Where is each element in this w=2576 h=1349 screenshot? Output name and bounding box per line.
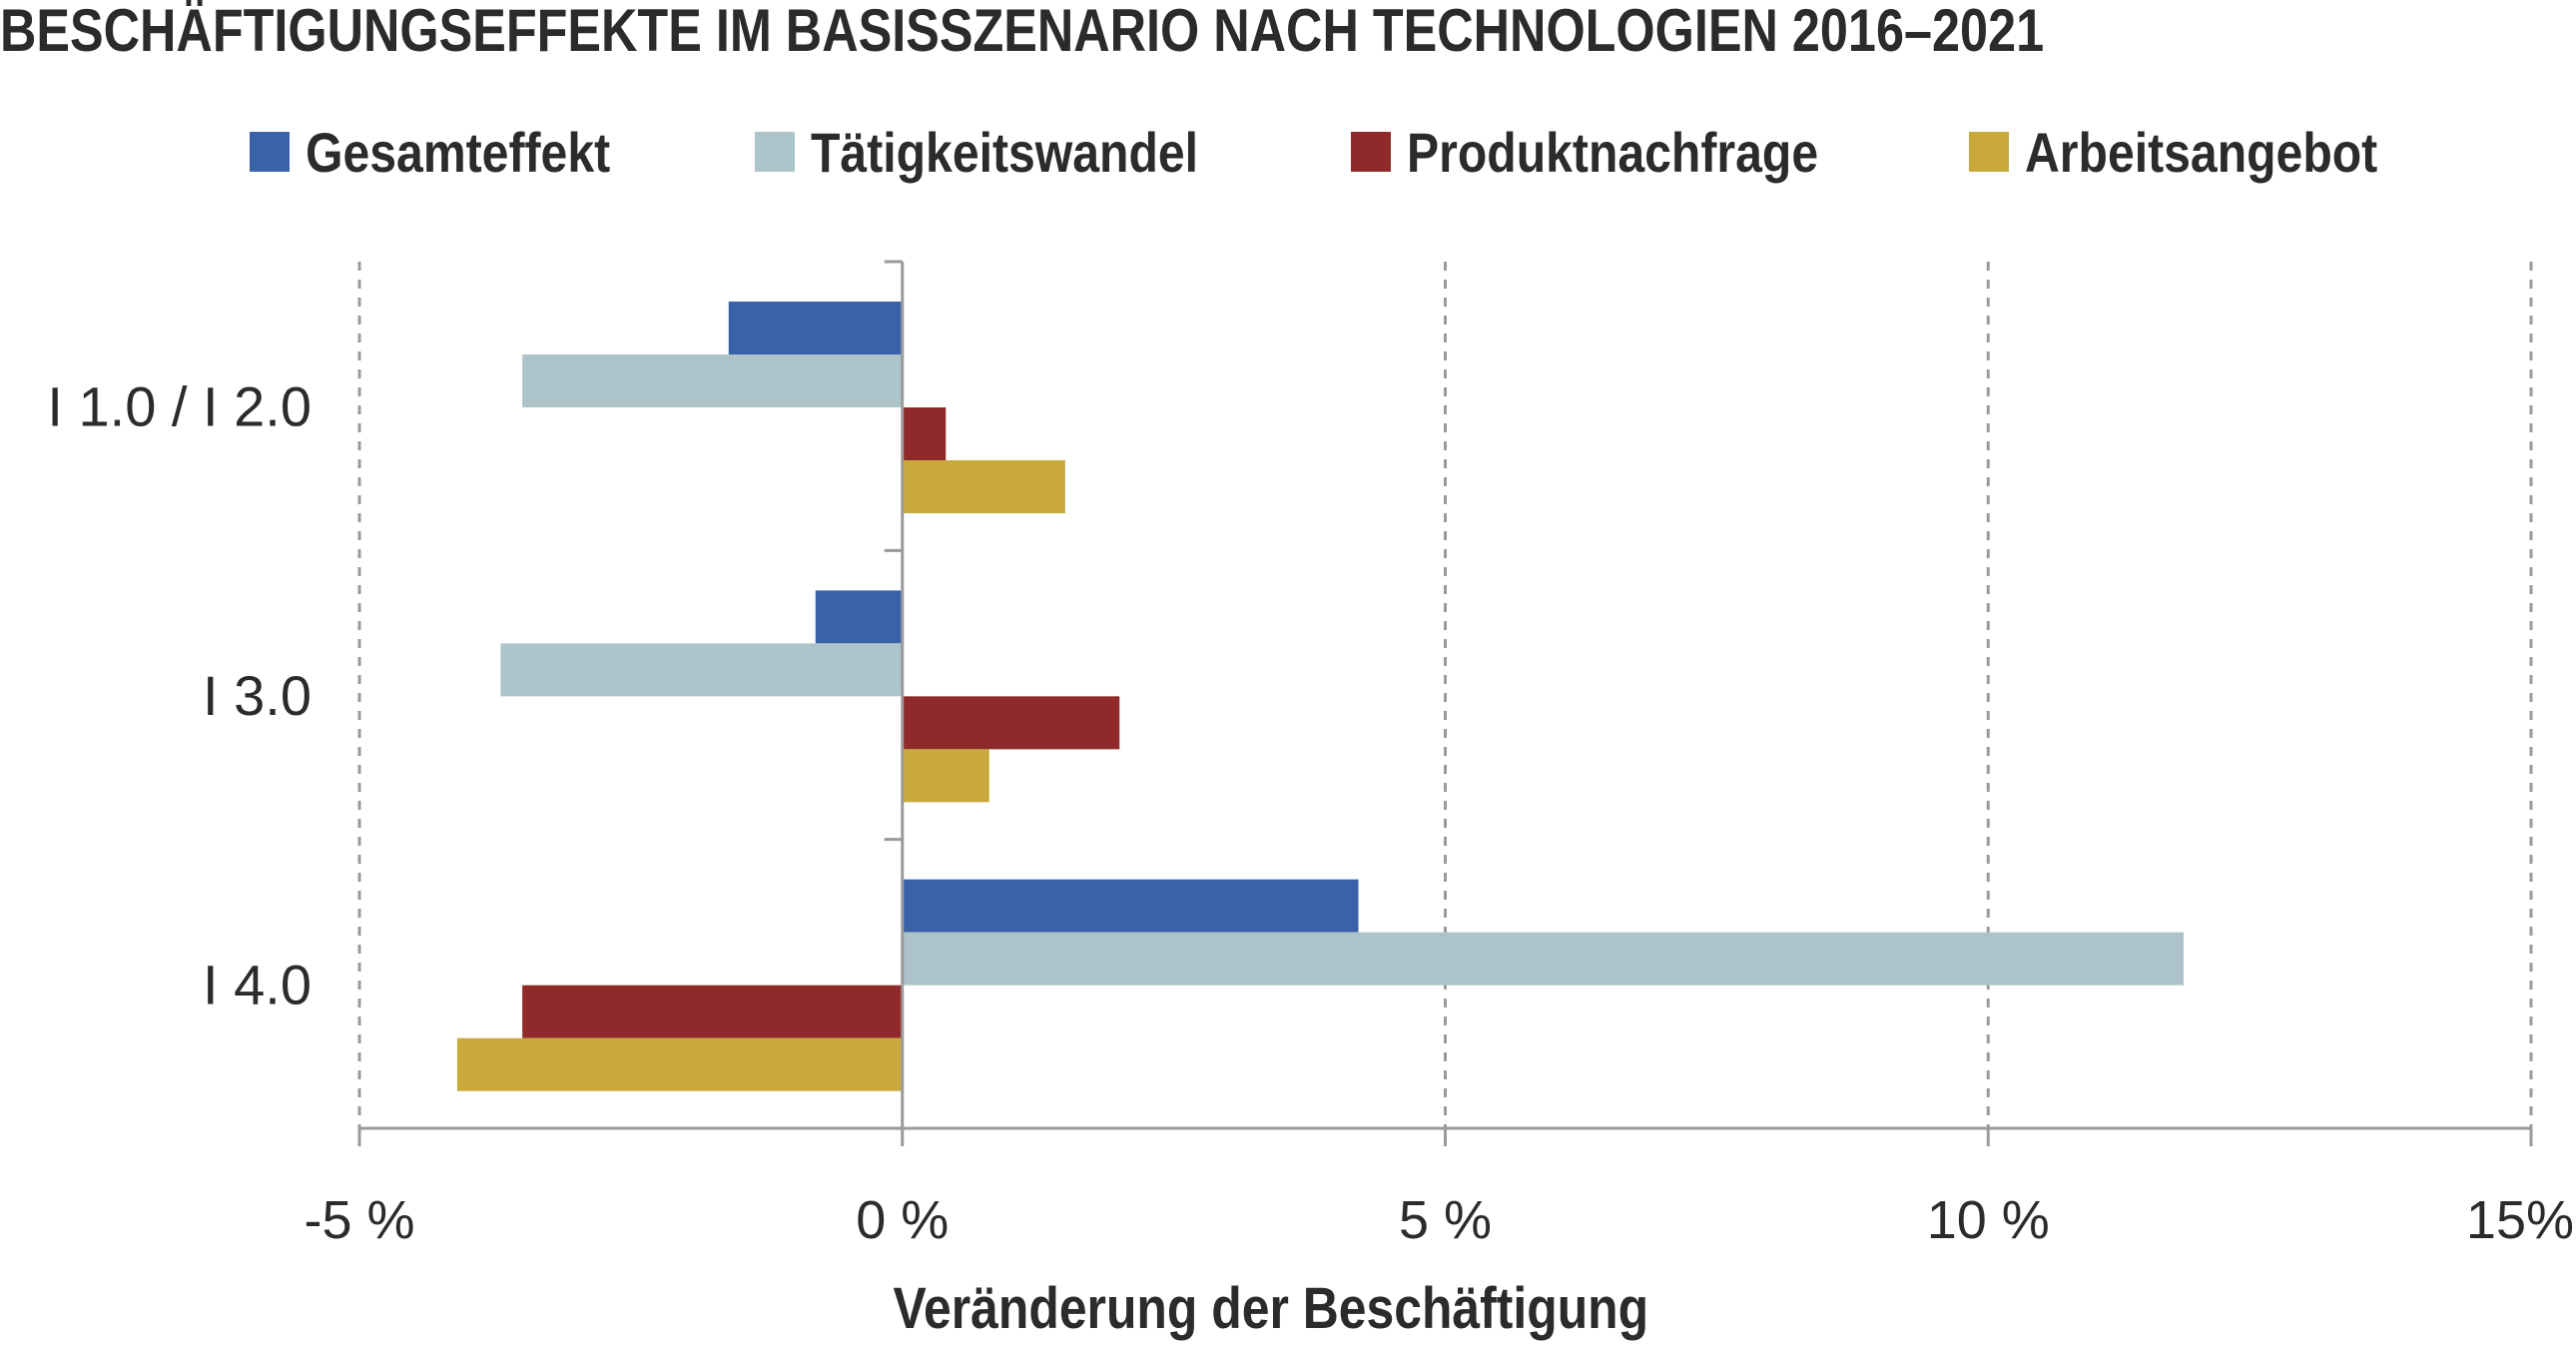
x-tick-label-3: 10 % bbox=[1927, 1190, 2050, 1250]
category-label-3: I 4.0 bbox=[203, 953, 312, 1015]
legend-swatch-taetigkeitswandel bbox=[755, 132, 795, 172]
bar-arbeitsangebot-2 bbox=[902, 749, 989, 803]
bar-gesamteffekt-2 bbox=[815, 590, 903, 644]
legend-label-gesamteffekt: Gesamteffekt bbox=[306, 120, 611, 184]
x-tick-label-4: 15% bbox=[2466, 1190, 2574, 1250]
chart-title: BESCHÄFTIGUNGSEFFEKTE IM BASISSZENARIO N… bbox=[0, 0, 2045, 64]
bar-arbeitsangebot-3 bbox=[456, 1037, 903, 1091]
category-label-1: I 1.0 / I 2.0 bbox=[47, 375, 312, 438]
bar-produktnachfrage-3 bbox=[522, 985, 903, 1038]
x-tick-label-2: 5 % bbox=[1399, 1190, 1492, 1250]
x-axis-title: Veränderung der Beschäftigung bbox=[893, 1276, 1649, 1341]
bar-t-tigkeitswandel-2 bbox=[500, 643, 903, 697]
bar-t-tigkeitswandel-3 bbox=[902, 932, 2184, 986]
legend-item-arbeitsangebot: Arbeitsangebot bbox=[1969, 112, 2435, 192]
legend-label-taetigkeitswandel: Tätigkeitswandel bbox=[811, 120, 1199, 184]
bars bbox=[456, 302, 2184, 1091]
bar-arbeitsangebot-1 bbox=[902, 460, 1065, 513]
legend-label-produktnachfrage: Produktnachfrage bbox=[1407, 120, 1819, 184]
bar-gesamteffekt-1 bbox=[728, 302, 903, 354]
axes bbox=[357, 260, 2533, 1146]
x-tick-label-0: -5 % bbox=[304, 1190, 414, 1250]
legend-swatch-arbeitsangebot bbox=[1969, 132, 2009, 172]
legend-item-gesamteffekt: Gesamteffekt bbox=[250, 112, 660, 192]
legend: Gesamteffekt Tätigkeitswandel Produktnac… bbox=[0, 112, 2576, 192]
bar-gesamteffekt-3 bbox=[902, 879, 1359, 933]
legend-label-arbeitsangebot: Arbeitsangebot bbox=[2025, 120, 2378, 184]
legend-item-produktnachfrage: Produktnachfrage bbox=[1351, 112, 1885, 192]
legend-item-taetigkeitswandel: Tätigkeitswandel bbox=[755, 112, 1261, 192]
bar-produktnachfrage-2 bbox=[902, 696, 1120, 750]
category-label-2: I 3.0 bbox=[203, 664, 312, 727]
bar-t-tigkeitswandel-1 bbox=[522, 354, 903, 407]
legend-swatch-gesamteffekt bbox=[250, 132, 290, 172]
axis-labels: -5 % 0 % 5 % 10 % 15% I 1.0 / I 2.0 I 3.0 I 4.0 bbox=[47, 375, 2574, 1250]
x-tick-label-1: 0 % bbox=[856, 1190, 949, 1250]
bar-produktnachfrage-1 bbox=[902, 407, 947, 460]
legend-swatch-produktnachfrage bbox=[1351, 132, 1391, 172]
